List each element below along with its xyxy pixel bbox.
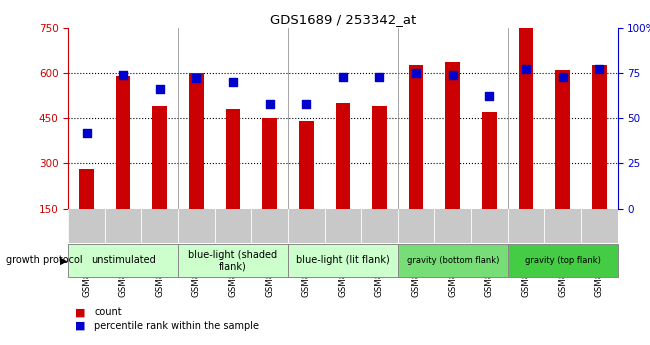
Bar: [482, 112, 497, 209]
Text: blue-light (lit flank): blue-light (lit flank): [296, 256, 390, 265]
Bar: [445, 62, 460, 209]
Text: ▶: ▶: [60, 256, 68, 265]
Bar: [409, 65, 423, 209]
Text: ■: ■: [75, 307, 85, 317]
Point: [411, 70, 421, 76]
Bar: [372, 106, 387, 209]
Text: unstimulated: unstimulated: [91, 256, 155, 265]
Point: [301, 101, 311, 106]
FancyBboxPatch shape: [68, 244, 178, 277]
Point: [558, 74, 568, 79]
Bar: [592, 65, 606, 209]
Text: growth protocol: growth protocol: [6, 256, 83, 265]
Point: [594, 67, 604, 72]
Point: [521, 67, 531, 72]
Text: percentile rank within the sample: percentile rank within the sample: [94, 321, 259, 331]
FancyBboxPatch shape: [508, 244, 618, 277]
Bar: [299, 121, 313, 209]
FancyBboxPatch shape: [178, 244, 288, 277]
Bar: [189, 73, 203, 209]
Bar: [519, 24, 533, 209]
Text: gravity (bottom flank): gravity (bottom flank): [406, 256, 499, 265]
Point: [374, 74, 385, 79]
Bar: [555, 70, 570, 209]
Bar: [153, 106, 167, 209]
Bar: [263, 118, 277, 209]
Text: ■: ■: [75, 321, 85, 331]
Bar: [335, 103, 350, 209]
Text: count: count: [94, 307, 122, 317]
FancyBboxPatch shape: [288, 244, 398, 277]
Text: blue-light (shaded
flank): blue-light (shaded flank): [188, 250, 278, 271]
Point: [265, 101, 275, 106]
Point: [338, 74, 348, 79]
Text: gravity (top flank): gravity (top flank): [525, 256, 601, 265]
Point: [447, 72, 458, 78]
Point: [191, 76, 202, 81]
Bar: [79, 169, 94, 209]
Point: [155, 86, 165, 92]
Title: GDS1689 / 253342_at: GDS1689 / 253342_at: [270, 13, 416, 27]
Point: [227, 79, 238, 85]
Point: [81, 130, 92, 135]
Point: [118, 72, 129, 78]
Bar: [226, 109, 240, 209]
Point: [484, 93, 495, 99]
FancyBboxPatch shape: [398, 244, 508, 277]
Bar: [116, 76, 131, 209]
